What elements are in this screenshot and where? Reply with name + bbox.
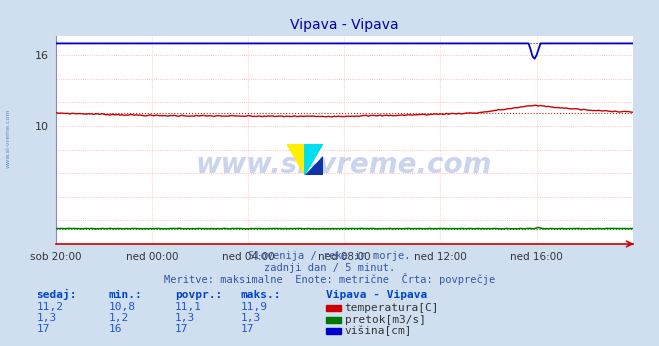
Text: www.si-vreme.com: www.si-vreme.com bbox=[5, 109, 11, 168]
Text: 17: 17 bbox=[241, 324, 254, 334]
Text: zadnji dan / 5 minut.: zadnji dan / 5 minut. bbox=[264, 263, 395, 273]
Title: Vipava - Vipava: Vipava - Vipava bbox=[290, 18, 399, 33]
Text: 1,3: 1,3 bbox=[241, 313, 261, 323]
Text: povpr.:: povpr.: bbox=[175, 290, 222, 300]
Text: 11,1: 11,1 bbox=[175, 302, 202, 312]
Text: maks.:: maks.: bbox=[241, 290, 281, 300]
Text: 1,3: 1,3 bbox=[36, 313, 57, 323]
Text: min.:: min.: bbox=[109, 290, 142, 300]
Text: 1,3: 1,3 bbox=[175, 313, 195, 323]
Polygon shape bbox=[304, 156, 323, 175]
Text: 10,8: 10,8 bbox=[109, 302, 136, 312]
Text: višina[cm]: višina[cm] bbox=[345, 326, 412, 336]
Text: pretok[m3/s]: pretok[m3/s] bbox=[345, 315, 426, 325]
Text: 16: 16 bbox=[109, 324, 122, 334]
Text: Slovenija / reke in morje.: Slovenija / reke in morje. bbox=[248, 251, 411, 261]
Text: temperatura[C]: temperatura[C] bbox=[345, 303, 439, 313]
Text: Vipava - Vipava: Vipava - Vipava bbox=[326, 290, 428, 300]
Text: sedaj:: sedaj: bbox=[36, 289, 76, 300]
Text: 11,2: 11,2 bbox=[36, 302, 63, 312]
Polygon shape bbox=[304, 144, 323, 175]
Text: www.si-vreme.com: www.si-vreme.com bbox=[196, 151, 492, 179]
Text: 11,9: 11,9 bbox=[241, 302, 268, 312]
Text: 1,2: 1,2 bbox=[109, 313, 129, 323]
Text: 17: 17 bbox=[175, 324, 188, 334]
Text: Meritve: maksimalne  Enote: metrične  Črta: povprečje: Meritve: maksimalne Enote: metrične Črta… bbox=[164, 273, 495, 285]
Text: 17: 17 bbox=[36, 324, 49, 334]
Polygon shape bbox=[287, 144, 304, 175]
